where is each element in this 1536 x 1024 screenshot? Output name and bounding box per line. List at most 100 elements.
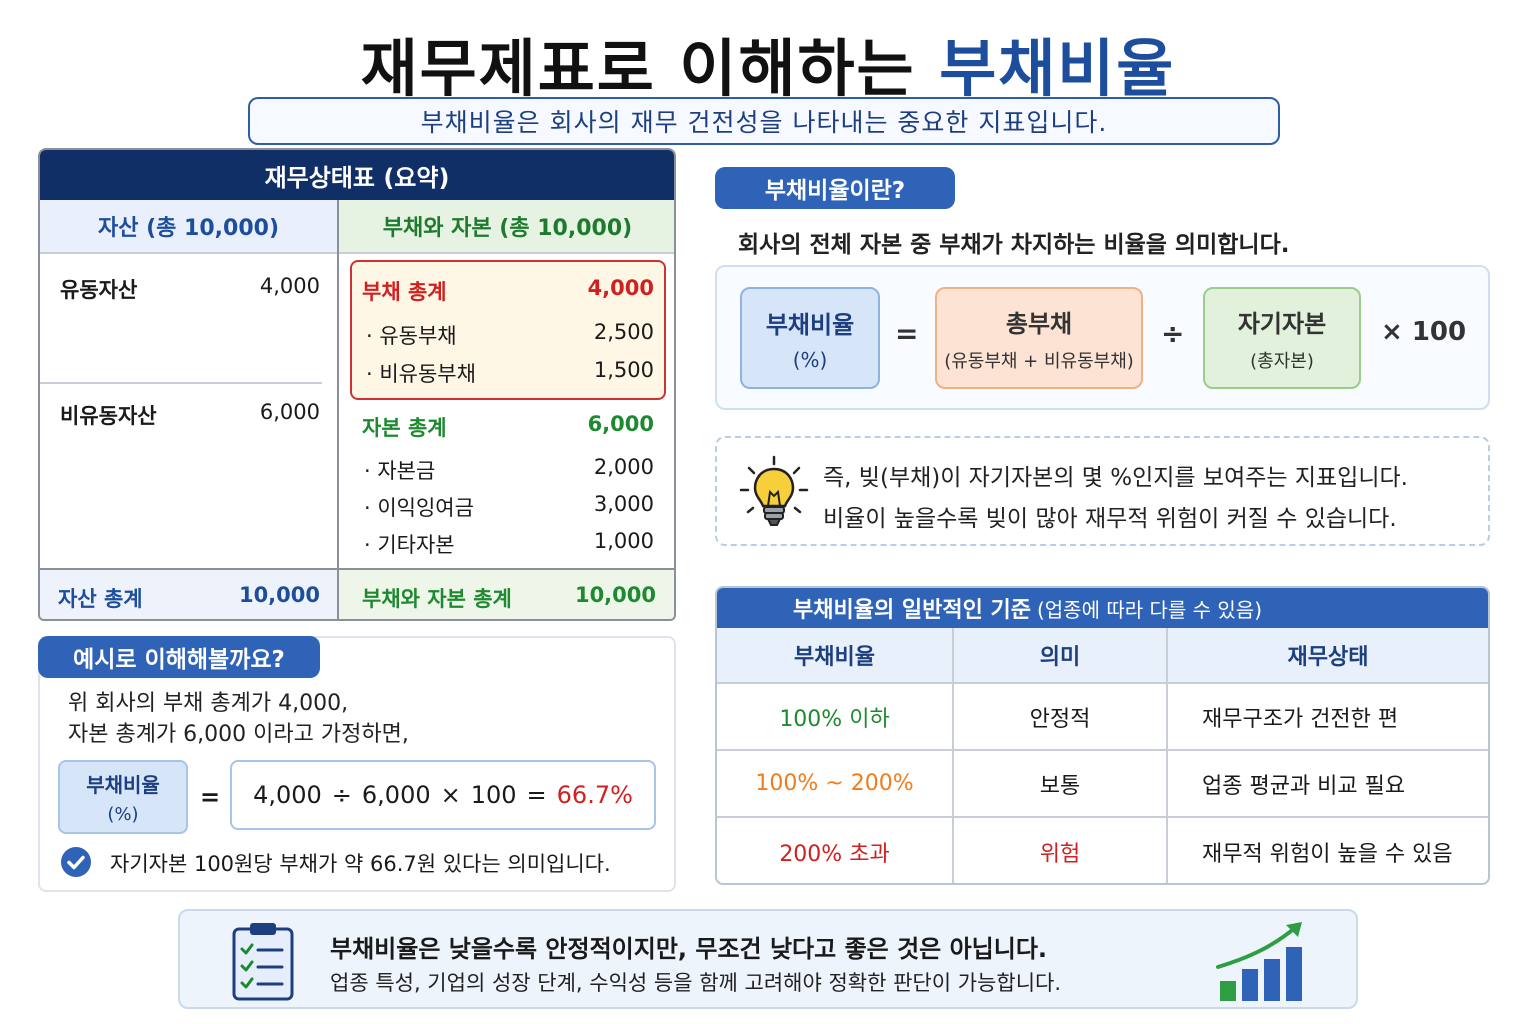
liab-item-value: 2,500: [593, 320, 654, 344]
example-ratio-label: 부채비율 (%): [58, 760, 188, 834]
ratio-cell: 100% 이하: [717, 684, 954, 749]
liab-equity-total-value: 10,000: [574, 583, 656, 607]
criteria-subtitle: (업종에 따라 다를 수 있음): [1036, 597, 1263, 622]
liab-total-value: 4,000: [587, 276, 654, 300]
title-accent: 부채비율: [939, 32, 1176, 105]
equals-sign: =: [200, 783, 221, 811]
balance-sheet-title: 재무상태표 (요약): [40, 150, 674, 200]
liab-equity-total-row: 부채와 자본 총계 10,000: [362, 583, 656, 613]
formula-ratio-box: 부채비율 (%): [740, 287, 880, 389]
formula-ratio-unit: (%): [792, 347, 828, 372]
formula-multiply: × 100: [1381, 317, 1467, 347]
criteria-header-row: 부채비율 의미 재무상태: [717, 628, 1488, 684]
equity-total-value: 6,000: [587, 412, 654, 436]
calc-operator: =: [526, 781, 547, 809]
liab-total-row: 부채 총계 4,000: [362, 276, 654, 306]
table-row: 100% 이하 안정적 재무구조가 건전한 편: [717, 684, 1488, 751]
liab-item-label: · 유동부채: [366, 324, 457, 348]
equity-item-value: 1,000: [593, 529, 654, 553]
asset-total-row: 자산 총계 10,000: [58, 583, 320, 613]
example-line: 자본 총계가 6,000 이라고 가정하면,: [68, 722, 409, 747]
example-panel: 예시로 이해해볼까요? 위 회사의 부채 총계가 4,000, 자본 총계가 6…: [38, 636, 676, 892]
tip-line: 비율이 높을수록 빚이 많아 재무적 위험이 커질 수 있습니다.: [823, 506, 1397, 532]
asset-row: 비유동자산 6,000: [60, 400, 320, 430]
table-row: 200% 초과 위험 재무적 위험이 높을 수 있음: [717, 818, 1488, 883]
status-cell: 업종 평균과 비교 필요: [1202, 773, 1406, 799]
equity-item-row: · 자본금 2,000: [364, 455, 654, 485]
asset-label: 유동자산: [60, 278, 138, 302]
calc-operand: 6,000: [361, 781, 431, 809]
formula-ratio-label: 부채비율: [765, 310, 855, 339]
formula-equity-label: 자기자본: [1237, 309, 1327, 338]
formula-debt-label: 총부채: [1005, 309, 1073, 338]
column-divider: [337, 200, 339, 619]
header-divider: [40, 252, 674, 254]
calc-operand: 4,000: [253, 781, 322, 809]
equity-total-label: 자본 총계: [362, 416, 447, 440]
equity-item-row: · 이익잉여금 3,000: [364, 492, 654, 522]
column-header: 부채비율: [717, 628, 954, 682]
equity-item-row: · 기타자본 1,000: [364, 529, 654, 559]
ratio-unit-text: (%): [107, 804, 139, 825]
formula-debt-box: 총부채 (유동부채 + 비유동부채): [935, 287, 1143, 389]
example-text: 위 회사의 부채 총계가 4,000, 자본 총계가 6,000 이라고 가정하…: [68, 688, 409, 750]
equity-item-label: · 이익잉여금: [364, 496, 474, 520]
equity-item-value: 3,000: [593, 492, 654, 516]
definition-pill: 부채비율이란?: [715, 167, 955, 209]
liab-item-value: 1,500: [593, 358, 654, 382]
bottom-banner: 부채비율은 낮을수록 안정적이지만, 무조건 낮다고 좋은 것은 아닙니다. 업…: [178, 909, 1358, 1009]
calc-result: 66.7%: [556, 781, 633, 809]
criteria-title: 부채비율의 일반적인 기준: [793, 598, 1031, 623]
formula-panel: 부채비율 (%) = 총부채 (유동부채 + 비유동부채) ÷ 자기자본 (총자…: [715, 265, 1490, 410]
column-header: 재무상태: [1287, 645, 1369, 670]
growth-chart-icon: [1216, 922, 1302, 1001]
asset-column-header: 자산 (총 10,000): [40, 200, 337, 252]
calc-operator: ×: [440, 781, 461, 809]
ratio-cell: 100% ~ 200%: [717, 751, 954, 816]
equity-item-label: · 기타자본: [364, 533, 455, 557]
equity-item-value: 2,000: [593, 455, 654, 479]
criteria-table: 부채비율의 일반적인 기준 (업종에 따라 다를 수 있음) 부채비율 의미 재…: [715, 586, 1490, 885]
formula-equity-sub: (총자본): [1250, 350, 1314, 372]
title-main: 재무제표로 이해하는: [360, 32, 916, 105]
subtitle-banner: 부채비율은 회사의 재무 건전성을 나타내는 중요한 지표입니다.: [248, 97, 1280, 145]
example-calculation: 4,000 ÷ 6,000 × 100 = 66.7%: [230, 760, 656, 830]
liab-item-row: · 유동부채 2,500: [366, 320, 654, 350]
liab-total-label: 부채 총계: [362, 280, 447, 304]
table-row: 100% ~ 200% 보통 업종 평균과 비교 필요: [717, 751, 1488, 818]
subtitle-text: 부채비율은 회사의 재무 건전성을 나타내는 중요한 지표입니다.: [420, 108, 1108, 137]
formula-equals: =: [895, 317, 919, 350]
ratio-label-text: 부채비율: [86, 773, 160, 797]
tip-text: 즉, 빚(부채)이 자기자본의 몇 %인지를 보여주는 지표입니다. 비율이 높…: [823, 458, 1408, 540]
asset-total-label: 자산 총계: [58, 587, 143, 611]
status-cell: 재무적 위험이 높을 수 있음: [1202, 841, 1453, 867]
asset-total-value: 10,000: [238, 583, 320, 607]
example-pill: 예시로 이해해볼까요?: [38, 636, 320, 678]
asset-row: 유동자산 4,000: [60, 274, 320, 304]
check-circle-icon: [61, 847, 91, 877]
asset-total-cell: 자산 총계 10,000: [40, 570, 337, 619]
asset-value: 6,000: [259, 400, 320, 424]
asset-divider: [40, 382, 322, 384]
asset-value: 4,000: [259, 274, 320, 298]
formula-equity-box: 자기자본 (총자본): [1203, 287, 1361, 389]
example-note: 자기자본 100원당 부채가 약 66.7원 있다는 의미입니다.: [110, 852, 611, 876]
total-divider: [40, 568, 674, 570]
meaning-cell: 안정적: [954, 684, 1168, 749]
lightbulb-icon: [739, 455, 809, 526]
asset-label: 비유동자산: [60, 404, 157, 428]
liab-column-header: 부채와 자본 (총 10,000): [337, 200, 674, 252]
liabilities-box: 부채 총계 4,000 · 유동부채 2,500 · 비유동부채 1,500: [350, 260, 666, 400]
tip-panel: 즉, 빚(부채)이 자기자본의 몇 %인지를 보여주는 지표입니다. 비율이 높…: [715, 436, 1490, 546]
liab-equity-total-label: 부채와 자본 총계: [362, 587, 512, 611]
tip-line: 즉, 빚(부채)이 자기자본의 몇 %인지를 보여주는 지표입니다.: [823, 465, 1408, 491]
meaning-cell: 보통: [954, 751, 1168, 816]
calc-operator: ÷: [331, 781, 352, 809]
clipboard-checklist-icon: [232, 923, 294, 1001]
calc-operand: 100: [470, 781, 517, 809]
meaning-cell: 위험: [954, 818, 1168, 883]
example-line: 위 회사의 부채 총계가 4,000,: [68, 691, 349, 716]
definition-text: 회사의 전체 자본 중 부채가 차지하는 비율을 의미합니다.: [738, 232, 1290, 258]
balance-sheet-panel: 재무상태표 (요약) 자산 (총 10,000) 부채와 자본 (총 10,00…: [38, 148, 676, 621]
liab-equity-total-cell: 부채와 자본 총계 10,000: [339, 570, 674, 619]
